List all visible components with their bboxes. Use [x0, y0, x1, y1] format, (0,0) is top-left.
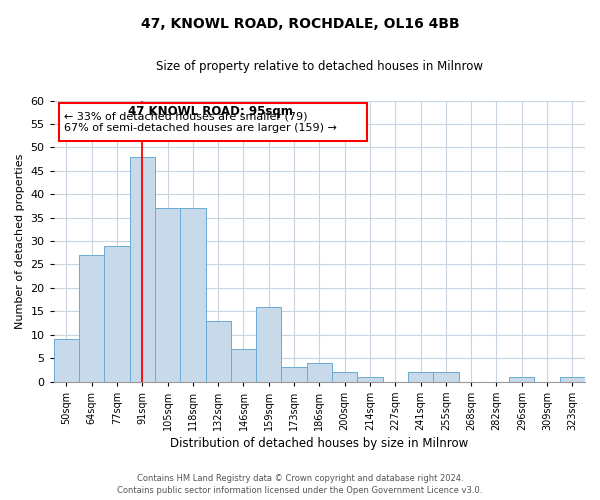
Bar: [180, 208, 206, 382]
Text: 47 KNOWL ROAD: 95sqm: 47 KNOWL ROAD: 95sqm: [128, 106, 293, 118]
Text: Contains HM Land Registry data © Crown copyright and database right 2024.
Contai: Contains HM Land Registry data © Crown c…: [118, 474, 482, 495]
Bar: [130, 157, 155, 382]
Text: 47, KNOWL ROAD, ROCHDALE, OL16 4BB: 47, KNOWL ROAD, ROCHDALE, OL16 4BB: [140, 18, 460, 32]
Bar: [281, 368, 307, 382]
Bar: [54, 340, 79, 382]
Bar: [231, 348, 256, 382]
Y-axis label: Number of detached properties: Number of detached properties: [15, 154, 25, 328]
Bar: [332, 372, 358, 382]
Bar: [509, 377, 535, 382]
Bar: [155, 208, 180, 382]
Bar: [206, 320, 231, 382]
Bar: [79, 255, 104, 382]
Bar: [307, 363, 332, 382]
Title: Size of property relative to detached houses in Milnrow: Size of property relative to detached ho…: [156, 60, 483, 73]
FancyBboxPatch shape: [59, 104, 367, 142]
Bar: [104, 246, 130, 382]
Bar: [408, 372, 433, 382]
Bar: [560, 377, 585, 382]
Text: ← 33% of detached houses are smaller (79): ← 33% of detached houses are smaller (79…: [64, 111, 308, 121]
Bar: [256, 306, 281, 382]
Bar: [433, 372, 458, 382]
X-axis label: Distribution of detached houses by size in Milnrow: Distribution of detached houses by size …: [170, 437, 469, 450]
Text: 67% of semi-detached houses are larger (159) →: 67% of semi-detached houses are larger (…: [64, 123, 337, 133]
Bar: [358, 377, 383, 382]
